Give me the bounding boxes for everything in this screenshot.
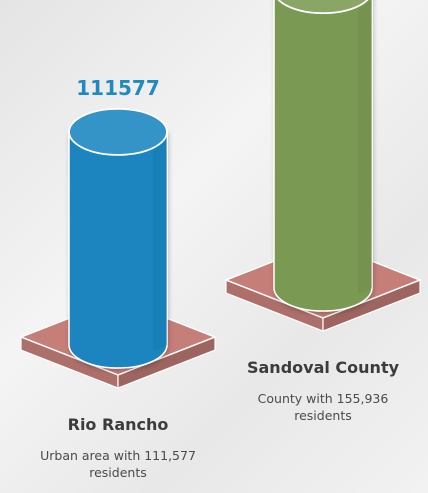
category-label: Rio Rancho: [68, 415, 169, 434]
bar-top: [68, 107, 168, 156]
category-label: Sandoval County: [247, 358, 400, 377]
data-label: 111577: [76, 76, 160, 100]
category-description: residents: [294, 408, 352, 423]
category-description: residents: [89, 465, 147, 480]
bar: [273, 0, 373, 312]
category-description: Urban area with 111,577: [40, 448, 196, 463]
bar-group-0: 111577 Rio Rancho Urban area with 111,577 r…: [18, 76, 218, 480]
category-description: County with 155,936: [258, 391, 389, 406]
bar-top: [277, 0, 369, 15]
bar-shade: [153, 131, 167, 351]
bar-shade: [358, 0, 372, 294]
bar: [68, 131, 168, 369]
